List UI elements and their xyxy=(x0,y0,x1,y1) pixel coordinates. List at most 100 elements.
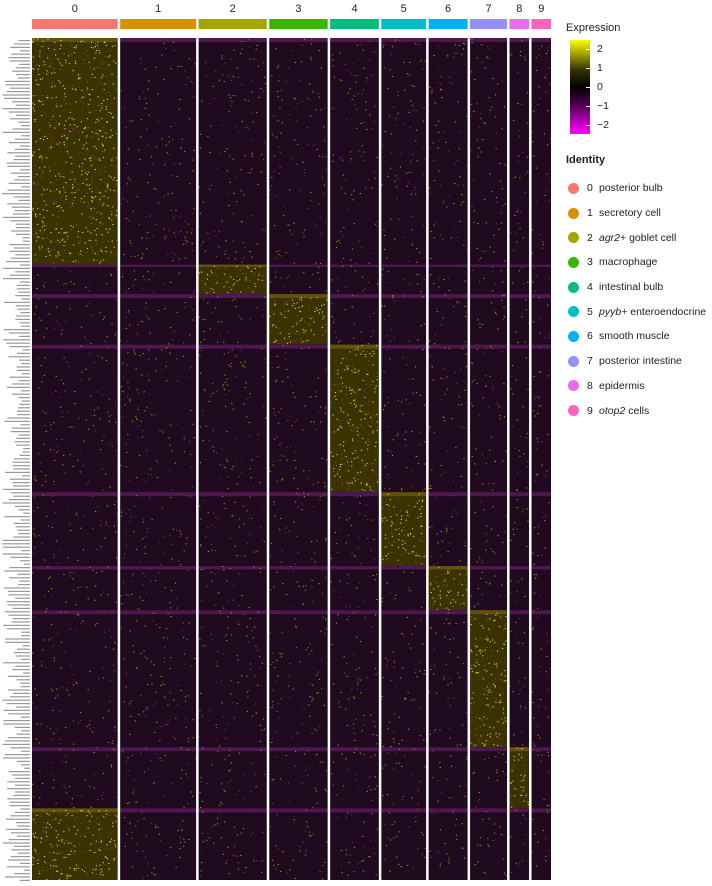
cluster-bar-7 xyxy=(470,19,508,29)
expression-colorbar-wrap: 2 1 0 −1 −2 xyxy=(566,38,712,142)
identity-number: 5 xyxy=(587,305,593,318)
identity-label: agr2+ goblet cell xyxy=(599,231,677,244)
identity-label: posterior bulb xyxy=(599,182,663,195)
heatmap-tile-b4-c6 xyxy=(428,492,468,566)
heatmap-tile-b8-c0 xyxy=(32,808,118,880)
colorbar-tick-label: 2 xyxy=(597,43,603,56)
colorbar-tick-label: −1 xyxy=(597,99,609,112)
cluster-separator-8 xyxy=(507,38,510,880)
identity-legend-item: 5 pyyb+ enteroendocrine xyxy=(566,299,712,324)
heatmap-tile-b1-c1 xyxy=(120,264,197,295)
heatmap-tile-b2-c9 xyxy=(531,294,551,345)
heatmap-tile-b8-c6 xyxy=(428,808,468,880)
heatmap-tile-b6-c3 xyxy=(269,610,328,748)
heatmap-tile-b8-c5 xyxy=(381,808,427,880)
heatmap-tile-b7-c0 xyxy=(32,747,118,809)
cluster-separator-5 xyxy=(378,38,382,880)
heatmap-tile-b6-c2 xyxy=(198,610,267,748)
identity-legend-item: 2 agr2+ goblet cell xyxy=(566,225,712,250)
heatmap-tile-b5-c8 xyxy=(509,565,530,611)
heatmap-tile-b7-c9 xyxy=(531,747,551,809)
heatmap-tile-b5-c0 xyxy=(32,565,118,611)
identity-label: smooth muscle xyxy=(599,330,670,343)
cluster-bar-6 xyxy=(428,19,468,29)
heatmap-tile-b6-c8 xyxy=(509,610,530,748)
identity-legend-item: 0 posterior bulb xyxy=(566,176,712,201)
heatmap-tile-b6-c5 xyxy=(381,610,427,748)
heatmap-tile-b3-c3 xyxy=(269,344,328,493)
heatmap-tile-b5-c7 xyxy=(470,565,508,611)
heatmap-tile-b3-c7 xyxy=(470,344,508,493)
heatmap-tile-b2-c2 xyxy=(198,294,267,345)
colorbar-tick-label: 1 xyxy=(597,62,603,75)
identity-label: secretory cell xyxy=(599,207,661,220)
heatmap-tile-b4-c7 xyxy=(470,492,508,566)
identity-number: 7 xyxy=(587,355,593,368)
heatmap-tile-b7-c1 xyxy=(120,747,197,809)
heatmap-tile-b1-c7 xyxy=(470,264,508,295)
heatmap-tile-b7-c5 xyxy=(381,747,427,809)
cluster-bar-9 xyxy=(531,19,551,29)
identity-legend-item: 1 secretory cell xyxy=(566,201,712,226)
identity-legend-item: 3 macrophage xyxy=(566,250,712,275)
identity-swatch xyxy=(568,207,579,219)
heatmap-tile-b8-c7 xyxy=(470,808,508,880)
heatmap-tile-b8-c4 xyxy=(330,808,379,880)
identity-swatch xyxy=(568,232,579,244)
identity-legend-title: Identity xyxy=(566,154,606,166)
heatmap-tile-b7-c6 xyxy=(428,747,468,809)
heatmap-tile-b0-c4 xyxy=(330,38,379,265)
cluster-bar-2 xyxy=(198,19,267,29)
cluster-number-5: 5 xyxy=(401,3,407,15)
heatmap-tile-b4-c2 xyxy=(198,492,267,566)
identity-number: 6 xyxy=(587,330,593,343)
heatmap-tile-b5-c3 xyxy=(269,565,328,611)
identity-number: 9 xyxy=(587,404,593,417)
colorbar-tick-mark xyxy=(586,124,590,126)
heatmap-tile-b8-c2 xyxy=(198,808,267,880)
heatmap-tile-b6-c1 xyxy=(120,610,197,748)
heatmap-tile-b7-c8 xyxy=(509,747,530,809)
identity-number: 8 xyxy=(587,379,593,392)
heatmap-tile-b6-c0 xyxy=(32,610,118,748)
colorbar-tick-label: 0 xyxy=(597,81,603,93)
identity-label: macrophage xyxy=(599,256,658,269)
heatmap-tile-b2-c8 xyxy=(509,294,530,345)
heatmap-tile-b4-c1 xyxy=(120,492,197,566)
cluster-bar-3 xyxy=(269,19,328,29)
identity-legend: 0 posterior bulb 1 secretory cell 2 agr2+ gob… xyxy=(566,176,712,423)
identity-label: pyyb+ enteroendocrine xyxy=(599,305,707,318)
identity-legend-item: 6 smooth muscle xyxy=(566,324,712,349)
cluster-number-1: 1 xyxy=(155,3,161,15)
heatmap-tile-b4-c4 xyxy=(330,492,379,566)
gene-labels xyxy=(2,40,31,881)
identity-swatch xyxy=(568,182,579,194)
heatmap-tile-b6-c6 xyxy=(428,610,468,748)
heatmap-tile-b0-c6 xyxy=(428,38,468,265)
cluster-bar-5 xyxy=(381,19,427,29)
heatmap-tile-b5-c2 xyxy=(198,565,267,611)
heatmap-tile-b2-c3 xyxy=(269,294,328,345)
heatmap-tile-b4-c9 xyxy=(531,492,551,566)
heatmap-tile-b8-c8 xyxy=(509,808,530,880)
heatmap-tile-b3-c4 xyxy=(330,344,379,493)
identity-legend-item: 8 epidermis xyxy=(566,374,712,399)
heatmap-tile-b5-c1 xyxy=(120,565,197,611)
heatmap-tile-b0-c0 xyxy=(32,38,118,265)
heatmap-tile-b6-c7 xyxy=(470,610,508,748)
expression-legend-title: Expression xyxy=(566,22,621,34)
heatmap-tile-b3-c1 xyxy=(120,344,197,493)
cluster-bar-4 xyxy=(330,19,379,29)
colorbar-tick-mark xyxy=(586,68,590,70)
heatmap-tile-b8-c1 xyxy=(120,808,197,880)
identity-legend-item: 4 intestinal bulb xyxy=(566,275,712,300)
heatmap-tile-b0-c1 xyxy=(120,38,197,265)
legend-panel: Expression 2 1 0 −1 −2 Identity 0 posterior b… xyxy=(566,22,712,423)
cluster-separator-4 xyxy=(327,38,331,880)
heatmap-tile-b1-c6 xyxy=(428,264,468,295)
cluster-separator-3 xyxy=(266,38,270,880)
heatmap-tile-b3-c2 xyxy=(198,344,267,493)
heatmap: 0 1 2 3 4 5 6 7 8 9 xyxy=(2,3,551,881)
heatmap-tile-b7-c3 xyxy=(269,747,328,809)
identity-number: 2 xyxy=(587,231,593,244)
